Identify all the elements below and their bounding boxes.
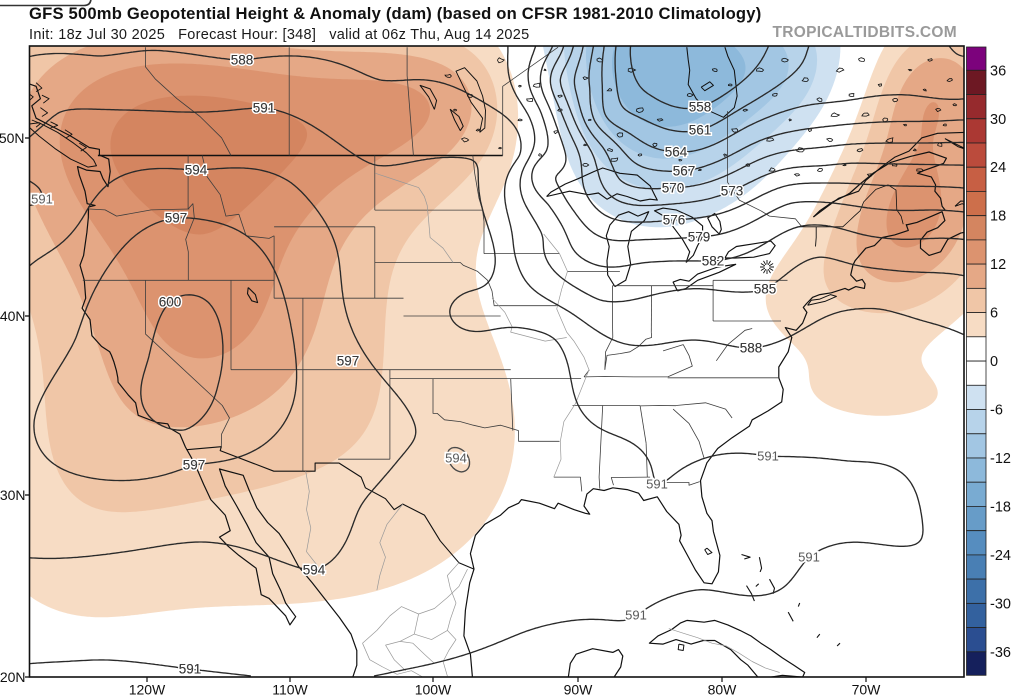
svg-text:50N: 50N (0, 130, 25, 146)
svg-text:-24: -24 (990, 548, 1011, 564)
svg-text:110W: 110W (272, 682, 308, 698)
svg-text:6: 6 (990, 306, 998, 322)
svg-text:-36: -36 (990, 645, 1011, 661)
svg-text:594: 594 (303, 563, 326, 578)
svg-text:597: 597 (183, 458, 206, 473)
svg-text:30: 30 (990, 112, 1006, 128)
svg-text:40N: 40N (0, 308, 26, 324)
svg-text:597: 597 (337, 354, 360, 369)
svg-text:0: 0 (990, 354, 998, 370)
svg-text:597: 597 (165, 211, 188, 226)
svg-text:597: 597 (183, 458, 206, 473)
svg-text:80W: 80W (708, 682, 738, 698)
svg-text:591: 591 (253, 101, 276, 116)
svg-text:70W: 70W (852, 682, 882, 698)
svg-text:600: 600 (159, 295, 182, 310)
svg-text:579: 579 (688, 230, 711, 245)
svg-text:561: 561 (689, 123, 712, 138)
svg-text:576: 576 (663, 213, 686, 228)
svg-text:594: 594 (303, 563, 326, 578)
svg-text:573: 573 (721, 184, 744, 199)
svg-text:558: 558 (689, 100, 712, 115)
svg-text:570: 570 (662, 181, 685, 196)
svg-text:20N: 20N (0, 669, 26, 685)
svg-text:579: 579 (688, 230, 711, 245)
svg-text:585: 585 (754, 282, 777, 297)
svg-text:591: 591 (757, 449, 779, 464)
svg-text:90W: 90W (564, 682, 594, 698)
svg-text:591: 591 (179, 662, 202, 677)
svg-text:561: 561 (689, 123, 712, 138)
svg-text:567: 567 (673, 164, 696, 179)
svg-text:588: 588 (231, 53, 254, 68)
svg-text:120W: 120W (129, 682, 166, 698)
svg-text:18: 18 (990, 209, 1006, 225)
svg-text:594: 594 (185, 163, 208, 178)
svg-text:588: 588 (231, 53, 254, 68)
svg-text:576: 576 (663, 213, 686, 228)
svg-text:594: 594 (185, 163, 208, 178)
svg-text:564: 564 (665, 145, 688, 160)
svg-text:24: 24 (990, 160, 1006, 176)
svg-text:12: 12 (990, 257, 1006, 273)
svg-text:-30: -30 (990, 596, 1011, 612)
svg-text:600: 600 (159, 295, 182, 310)
svg-text:588: 588 (740, 341, 763, 356)
svg-text:100W: 100W (415, 682, 452, 698)
svg-text:588: 588 (740, 341, 763, 356)
svg-text:597: 597 (337, 354, 360, 369)
svg-text:-12: -12 (990, 451, 1011, 467)
svg-text:564: 564 (665, 145, 688, 160)
svg-text:585: 585 (754, 282, 777, 297)
svg-text:594: 594 (445, 451, 467, 466)
svg-text:582: 582 (702, 254, 725, 269)
svg-text:591: 591 (625, 608, 647, 623)
svg-text:582: 582 (702, 254, 725, 269)
svg-text:-6: -6 (990, 403, 1003, 419)
svg-text:-18: -18 (990, 499, 1011, 515)
svg-text:591: 591 (179, 662, 202, 677)
svg-text:558: 558 (689, 100, 712, 115)
svg-text:570: 570 (662, 181, 685, 196)
svg-text:573: 573 (721, 184, 744, 199)
svg-text:591: 591 (31, 192, 53, 207)
svg-text:597: 597 (165, 211, 188, 226)
svg-text:36: 36 (990, 63, 1006, 79)
svg-text:30N: 30N (0, 487, 26, 503)
svg-text:591: 591 (646, 477, 668, 492)
svg-text:591: 591 (253, 101, 276, 116)
svg-text:567: 567 (673, 164, 696, 179)
svg-text:591: 591 (798, 550, 820, 565)
